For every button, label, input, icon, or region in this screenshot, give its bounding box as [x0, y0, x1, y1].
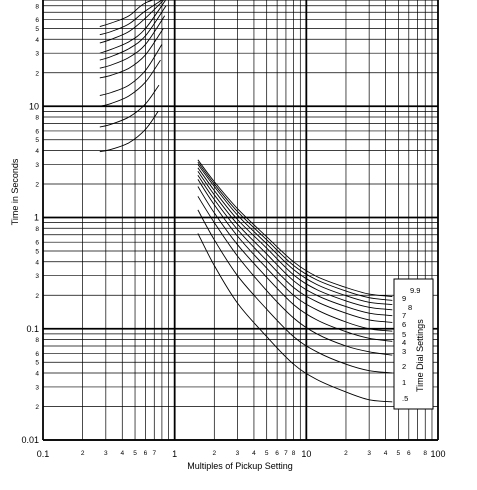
dial-curve-3-high — [197, 186, 393, 342]
y-minor-tick-label: 2 — [35, 182, 39, 189]
x-minor-tick-label: 2 — [212, 450, 216, 457]
dial-curve-9p9-low — [99, 0, 155, 28]
dial-curve-2-high — [197, 196, 393, 356]
x-minor-tick-label: 6 — [407, 450, 411, 457]
y-minor-tick-label: 5 — [35, 137, 39, 144]
dial-label: 1 — [402, 378, 406, 387]
x-minor-tick-label: 4 — [252, 450, 256, 457]
y-minor-tick-label: 4 — [35, 371, 39, 378]
dial-curve-3-low — [99, 44, 163, 96]
dial-label: 2 — [402, 362, 406, 371]
dial-label: 8 — [408, 303, 412, 312]
x-minor-tick-label: 6 — [144, 450, 148, 457]
y-major-tick-label: 0.01 — [21, 435, 39, 445]
x-axis-label: Multiples of Pickup Setting — [187, 461, 293, 471]
dial-label: 5 — [402, 330, 406, 339]
x-minor-tick-label: 5 — [133, 450, 137, 457]
y-minor-tick-label: 3 — [35, 51, 39, 58]
y-minor-tick-label: 3 — [35, 273, 39, 280]
y-minor-tick-label: 4 — [35, 148, 39, 155]
y-axis-label: Time in Seconds — [10, 158, 20, 225]
y-minor-tick-label: 3 — [35, 384, 39, 391]
x-major-tick-label: 0.1 — [37, 449, 50, 459]
dial-curve-5-low — [99, 15, 166, 69]
dial-curve-9-low — [99, 0, 163, 36]
dial-label: 7 — [402, 311, 406, 320]
y-minor-tick-label: 6 — [35, 240, 39, 247]
dial-curve-4-low — [99, 28, 164, 79]
y-minor-tick-label: 8 — [35, 226, 39, 233]
y-major-tick-label: 1 — [34, 213, 39, 223]
dial-curves — [99, 0, 393, 403]
dial-curve-1-high — [197, 209, 393, 374]
dial-curve-2-low — [99, 59, 161, 107]
dial-curve-0p5-high — [197, 233, 393, 403]
dial-label: .5 — [402, 394, 408, 403]
y-minor-tick-label: 8 — [35, 115, 39, 122]
x-minor-tick-label: 6 — [275, 450, 279, 457]
y-minor-tick-label: 2 — [35, 404, 39, 411]
x-minor-tick-label: 7 — [284, 450, 288, 457]
dial-curve-0p5-low — [99, 111, 159, 153]
y-minor-tick-label: 4 — [35, 37, 39, 44]
dial-curve-4-high — [197, 179, 393, 332]
y-minor-tick-label: 6 — [35, 128, 39, 135]
y-minor-tick-label: 6 — [35, 17, 39, 24]
x-minor-tick-label: 3 — [367, 450, 371, 457]
x-minor-tick-label: 4 — [384, 450, 388, 457]
legend-box — [393, 278, 434, 410]
x-minor-tick-label: 4 — [120, 450, 124, 457]
x-major-tick-label: 10 — [301, 449, 311, 459]
y-major-tick-label: 10 — [29, 101, 39, 111]
y-minor-tick-label: 2 — [35, 70, 39, 77]
dial-curve-6-low — [99, 5, 167, 61]
dial-curve-1-low — [99, 84, 160, 128]
x-minor-tick-label: 8 — [423, 450, 427, 457]
y-minor-tick-label: 6 — [35, 351, 39, 358]
x-minor-tick-label: 2 — [81, 450, 85, 457]
y-minor-tick-label: 5 — [35, 26, 39, 33]
y-minor-tick-label: 4 — [35, 259, 39, 266]
dial-label: 6 — [402, 320, 406, 329]
dial-label: 3 — [402, 347, 406, 356]
x-minor-tick-label: 7 — [152, 450, 156, 457]
dial-curve-6-high — [197, 171, 393, 317]
dial-label: 9.9 — [410, 286, 420, 295]
y-minor-tick-label: 8 — [35, 3, 39, 10]
x-minor-tick-label: 5 — [265, 450, 269, 457]
dial-curve-9p9-high — [197, 159, 393, 297]
dial-curve-8-low — [99, 0, 165, 44]
x-minor-tick-label: 2 — [344, 450, 348, 457]
dial-curve-7-low — [99, 0, 167, 54]
y-minor-tick-label: 5 — [35, 360, 39, 367]
x-major-tick-label: 100 — [430, 449, 445, 459]
y-minor-tick-label: 3 — [35, 162, 39, 169]
y-minor-tick-label: 8 — [35, 337, 39, 344]
y-major-tick-label: 0.1 — [26, 324, 39, 334]
x-minor-tick-label: 3 — [104, 450, 108, 457]
y-minor-tick-label: 5 — [35, 248, 39, 255]
dial-label: 9 — [402, 294, 406, 303]
dial-curve-7-high — [197, 167, 393, 311]
x-minor-tick-label: 8 — [292, 450, 296, 457]
dial-label: 4 — [402, 338, 406, 347]
y-minor-tick-label: 2 — [35, 293, 39, 300]
x-major-tick-label: 1 — [172, 449, 177, 459]
x-minor-tick-label: 3 — [236, 450, 240, 457]
dial-curve-8-high — [197, 164, 393, 306]
dial-curve-9-high — [197, 161, 393, 301]
x-minor-tick-label: 5 — [397, 450, 401, 457]
dial-curve-5-high — [197, 174, 393, 323]
legend-title: Time Dial Settings — [415, 319, 425, 392]
